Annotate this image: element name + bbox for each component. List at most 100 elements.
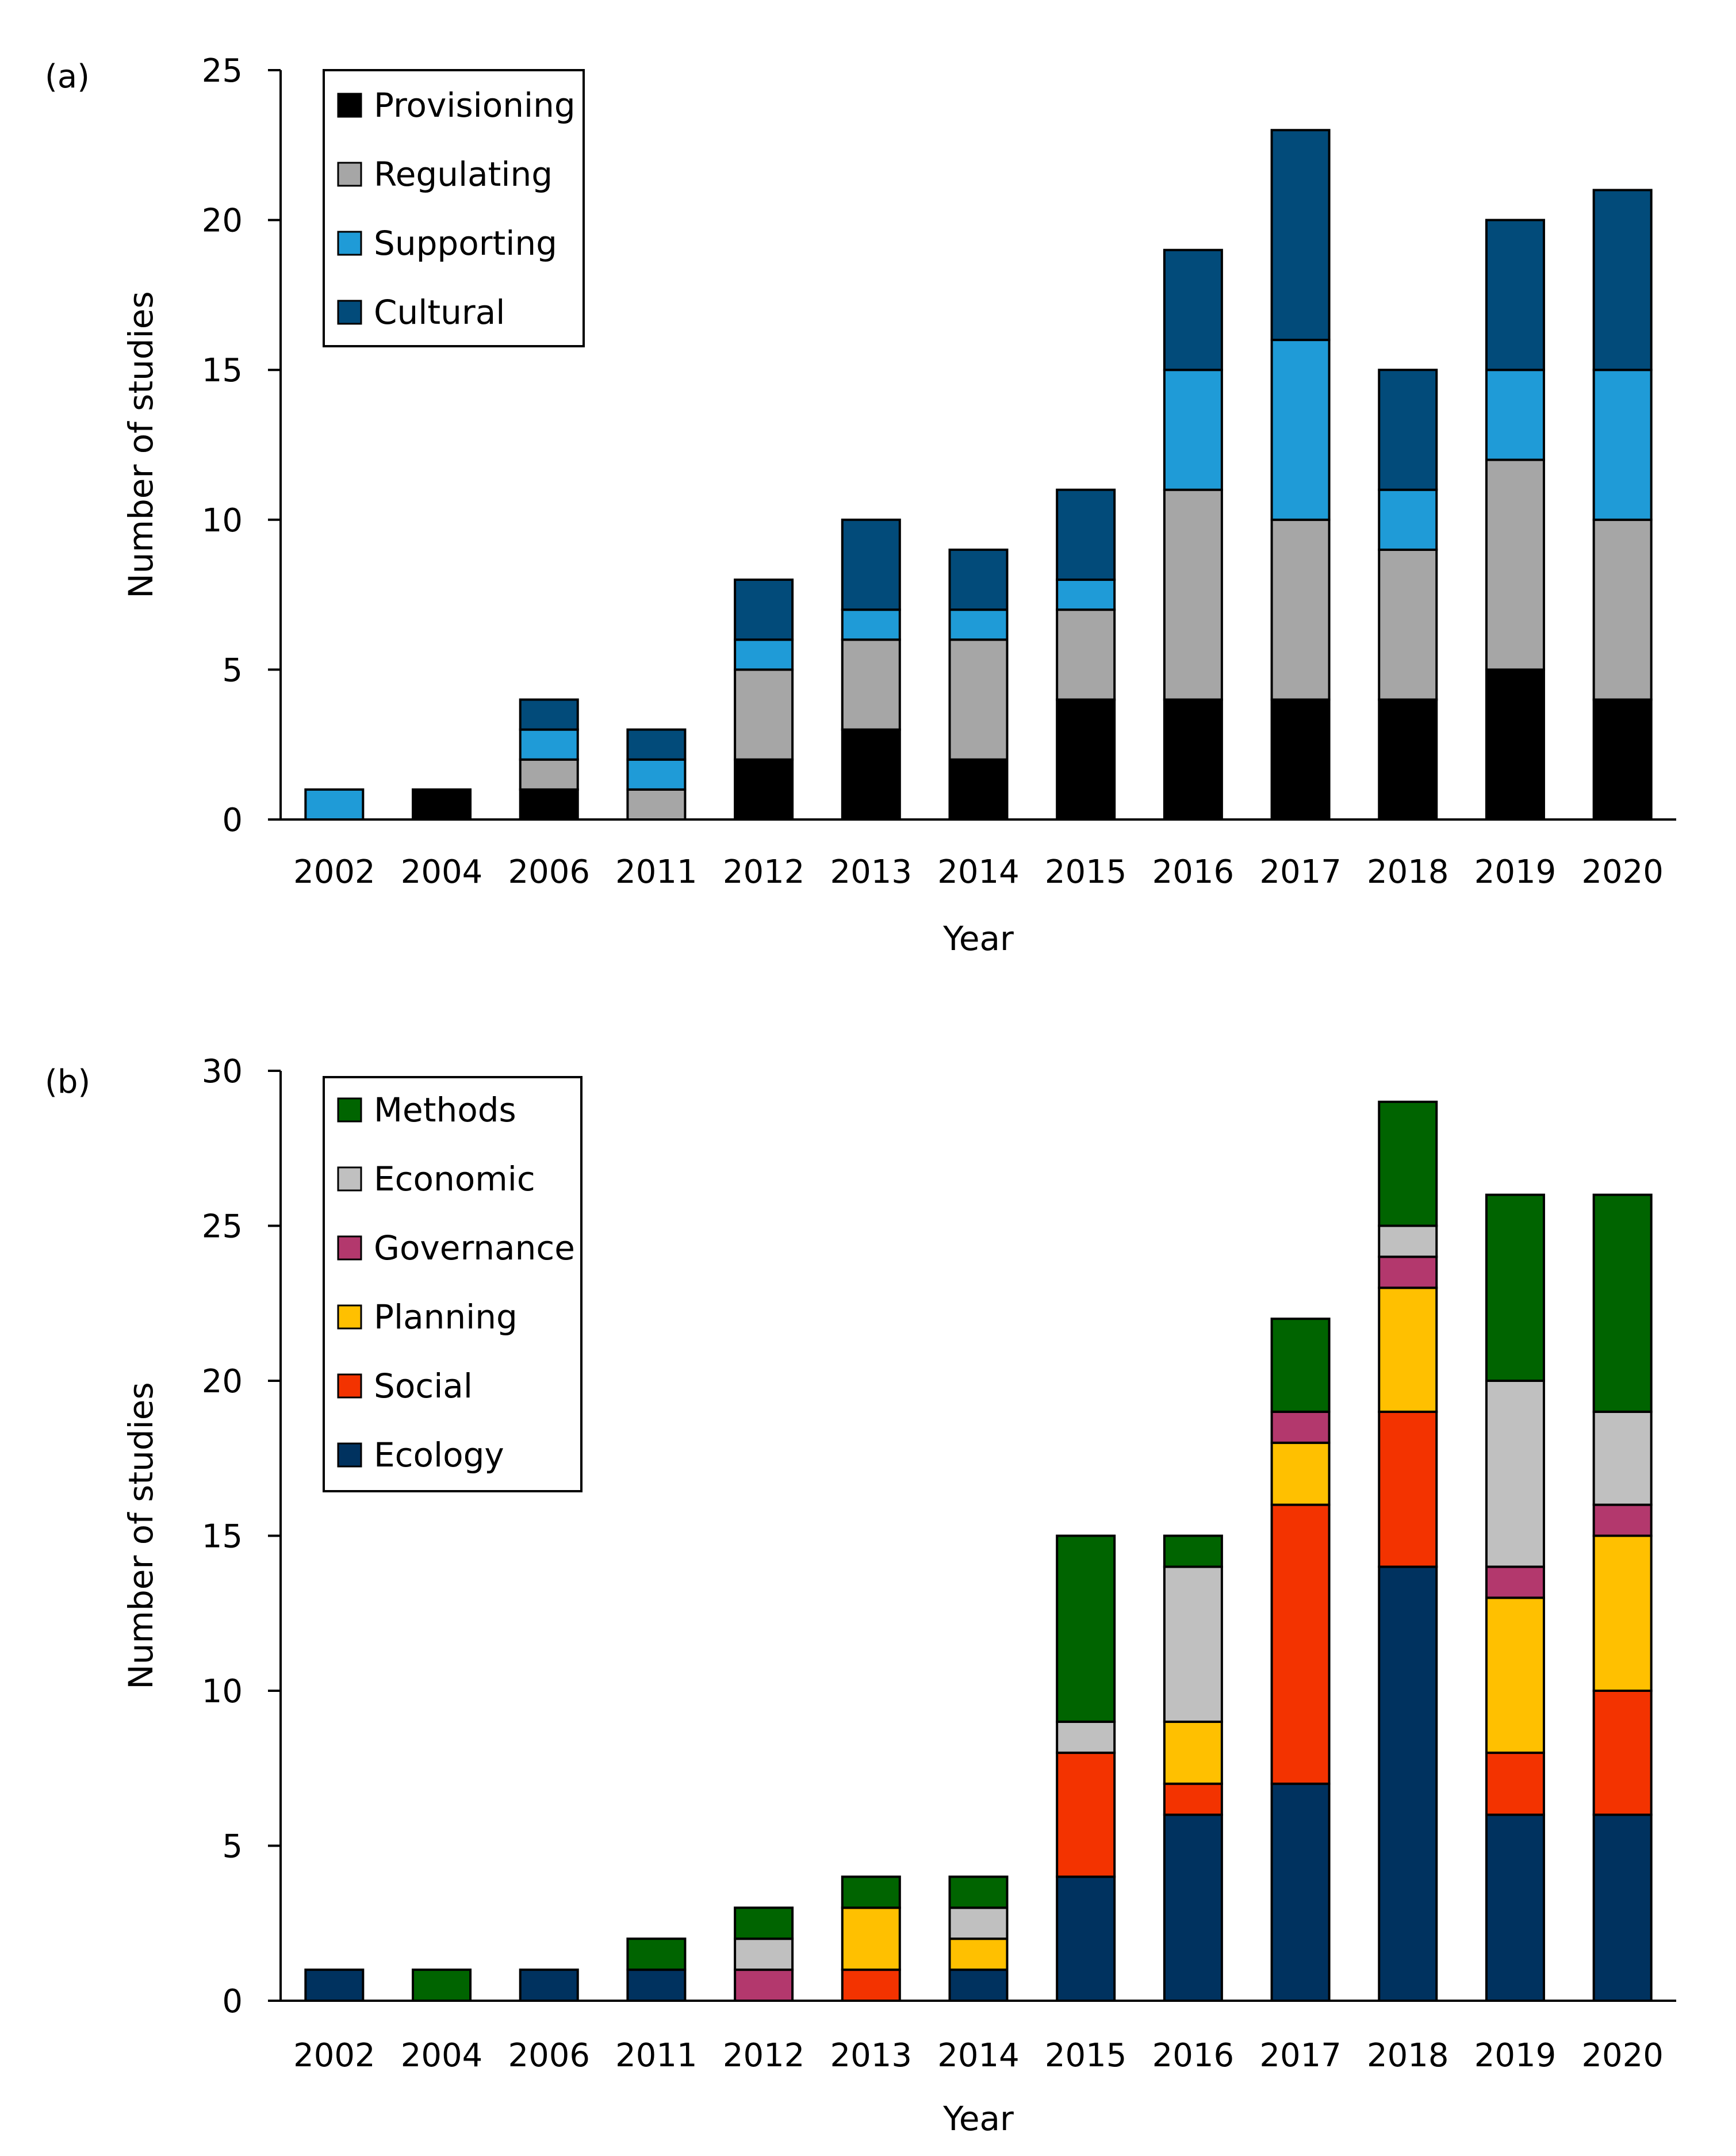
bar-regulating-2017 bbox=[1270, 518, 1331, 701]
bar-supporting-2016 bbox=[1163, 369, 1223, 491]
y-tick-label: 0 bbox=[222, 802, 243, 839]
bar-cultural-2006 bbox=[519, 698, 579, 731]
bar-supporting-2002 bbox=[304, 788, 365, 821]
y-tick-label: 30 bbox=[202, 1053, 243, 1090]
x-tick-label: 2002 bbox=[293, 853, 375, 891]
panel-label: (b) bbox=[45, 1063, 90, 1101]
legend-swatch-ecology bbox=[337, 1442, 362, 1468]
bar-governance-2017 bbox=[1270, 1410, 1331, 1444]
legend-label-supporting: Supporting bbox=[374, 224, 557, 263]
bar-ecology-2015 bbox=[1056, 1875, 1116, 2002]
legend-label-regulating: Regulating bbox=[374, 155, 553, 194]
bar-social-2015 bbox=[1056, 1751, 1116, 1878]
bar-ecology-2019 bbox=[1485, 1813, 1545, 2002]
bar-social-2017 bbox=[1270, 1503, 1331, 1785]
bar-provisioning-2016 bbox=[1163, 698, 1223, 821]
bar-cultural-2011 bbox=[626, 728, 687, 761]
bar-ecology-2002 bbox=[304, 1969, 365, 2002]
x-tick-label: 2002 bbox=[293, 2037, 375, 2074]
bar-supporting-2018 bbox=[1378, 488, 1438, 551]
x-tick-label: 2012 bbox=[723, 2037, 805, 2074]
bar-ecology-2014 bbox=[948, 1969, 1009, 2002]
bar-provisioning-2020 bbox=[1592, 698, 1653, 821]
bar-planning-2017 bbox=[1270, 1441, 1331, 1506]
x-tick-label: 2015 bbox=[1045, 853, 1127, 891]
y-tick-label: 5 bbox=[222, 652, 243, 689]
x-tick-label: 2011 bbox=[615, 853, 698, 891]
bar-planning-2016 bbox=[1163, 1720, 1223, 1785]
bar-social-2018 bbox=[1378, 1410, 1438, 1568]
legend-swatch-supporting bbox=[337, 231, 362, 256]
bar-regulating-2015 bbox=[1056, 608, 1116, 701]
panel-label: (a) bbox=[45, 58, 90, 95]
bar-supporting-2019 bbox=[1485, 369, 1545, 461]
bar-regulating-2020 bbox=[1592, 518, 1653, 701]
bar-social-2013 bbox=[841, 1969, 901, 2002]
bar-provisioning-2018 bbox=[1378, 698, 1438, 821]
bar-regulating-2014 bbox=[948, 638, 1009, 761]
bar-regulating-2016 bbox=[1163, 488, 1223, 701]
legend-swatch-planning bbox=[337, 1304, 362, 1330]
bar-regulating-2013 bbox=[841, 638, 901, 731]
bar-methods-2015 bbox=[1056, 1534, 1116, 1723]
bar-provisioning-2013 bbox=[841, 728, 901, 821]
x-tick-label: 2004 bbox=[401, 2037, 483, 2074]
bar-methods-2013 bbox=[841, 1875, 901, 1909]
bar-regulating-2006 bbox=[519, 758, 579, 791]
bar-methods-2017 bbox=[1270, 1318, 1331, 1413]
bar-planning-2019 bbox=[1485, 1596, 1545, 1754]
bar-cultural-2012 bbox=[734, 579, 794, 641]
bar-provisioning-2012 bbox=[734, 758, 794, 821]
legend-label-social: Social bbox=[374, 1366, 473, 1406]
bar-regulating-2019 bbox=[1485, 458, 1545, 671]
bar-ecology-2006 bbox=[519, 1969, 579, 2002]
bar-ecology-2020 bbox=[1592, 1813, 1653, 2002]
chart-panel-b: (b) 0 5 10 15 20 25 30 2002 2004 2006 2011 2012 2013 2… bbox=[45, 1053, 1676, 2138]
legend-label-provisioning: Provisioning bbox=[374, 86, 576, 125]
y-tick-label: 15 bbox=[202, 352, 243, 389]
bar-ecology-2011 bbox=[626, 1969, 687, 2002]
bar-economic-2012 bbox=[734, 1937, 794, 1971]
x-tick-label: 2018 bbox=[1367, 853, 1449, 891]
bar-governance-2020 bbox=[1592, 1503, 1653, 1537]
bar-supporting-2012 bbox=[734, 638, 794, 671]
y-tick-label: 15 bbox=[202, 1518, 243, 1556]
bar-supporting-2020 bbox=[1592, 369, 1653, 521]
bar-provisioning-2006 bbox=[519, 788, 579, 821]
x-tick-label: 2019 bbox=[1474, 2037, 1557, 2074]
legend-swatch-cultural bbox=[337, 300, 362, 325]
bar-provisioning-2014 bbox=[948, 758, 1009, 821]
bar-cultural-2020 bbox=[1592, 189, 1653, 372]
bar-regulating-2018 bbox=[1378, 548, 1438, 701]
x-axis-title: Year bbox=[942, 919, 1014, 958]
x-tick-label: 2006 bbox=[508, 853, 590, 891]
bar-economic-2018 bbox=[1378, 1224, 1438, 1258]
bar-supporting-2017 bbox=[1270, 339, 1331, 521]
bar-economic-2016 bbox=[1163, 1565, 1223, 1723]
bar-cultural-2015 bbox=[1056, 488, 1116, 581]
y-axis-title: Number of studies bbox=[121, 1382, 160, 1689]
legend: Provisioning Regulating Supporting Cultural bbox=[323, 69, 585, 347]
bar-cultural-2014 bbox=[948, 548, 1009, 611]
x-tick-label: 2020 bbox=[1581, 853, 1664, 891]
y-axis-title: Number of studies bbox=[121, 291, 160, 598]
x-tick-label: 2020 bbox=[1581, 2037, 1664, 2074]
legend-box bbox=[323, 1076, 583, 1492]
x-tick-label: 2017 bbox=[1259, 2037, 1342, 2074]
bar-supporting-2006 bbox=[519, 728, 579, 761]
x-tick-label: 2019 bbox=[1474, 853, 1557, 891]
bar-planning-2014 bbox=[948, 1937, 1009, 1971]
legend-swatch-provisioning bbox=[337, 93, 362, 118]
bar-supporting-2011 bbox=[626, 758, 687, 791]
legend-label-governance: Governance bbox=[374, 1228, 575, 1267]
bar-planning-2018 bbox=[1378, 1286, 1438, 1413]
bar-governance-2012 bbox=[734, 1969, 794, 2002]
y-tick-label: 20 bbox=[202, 202, 243, 240]
x-tick-label: 2014 bbox=[937, 2037, 1020, 2074]
x-tick-label: 2013 bbox=[830, 853, 913, 891]
x-axis-title: Year bbox=[942, 2099, 1014, 2138]
legend-label-cultural: Cultural bbox=[374, 293, 505, 332]
x-tick-label: 2016 bbox=[1152, 2037, 1235, 2074]
bar-methods-2011 bbox=[626, 1937, 687, 1971]
x-tick-label: 2011 bbox=[615, 2037, 698, 2074]
